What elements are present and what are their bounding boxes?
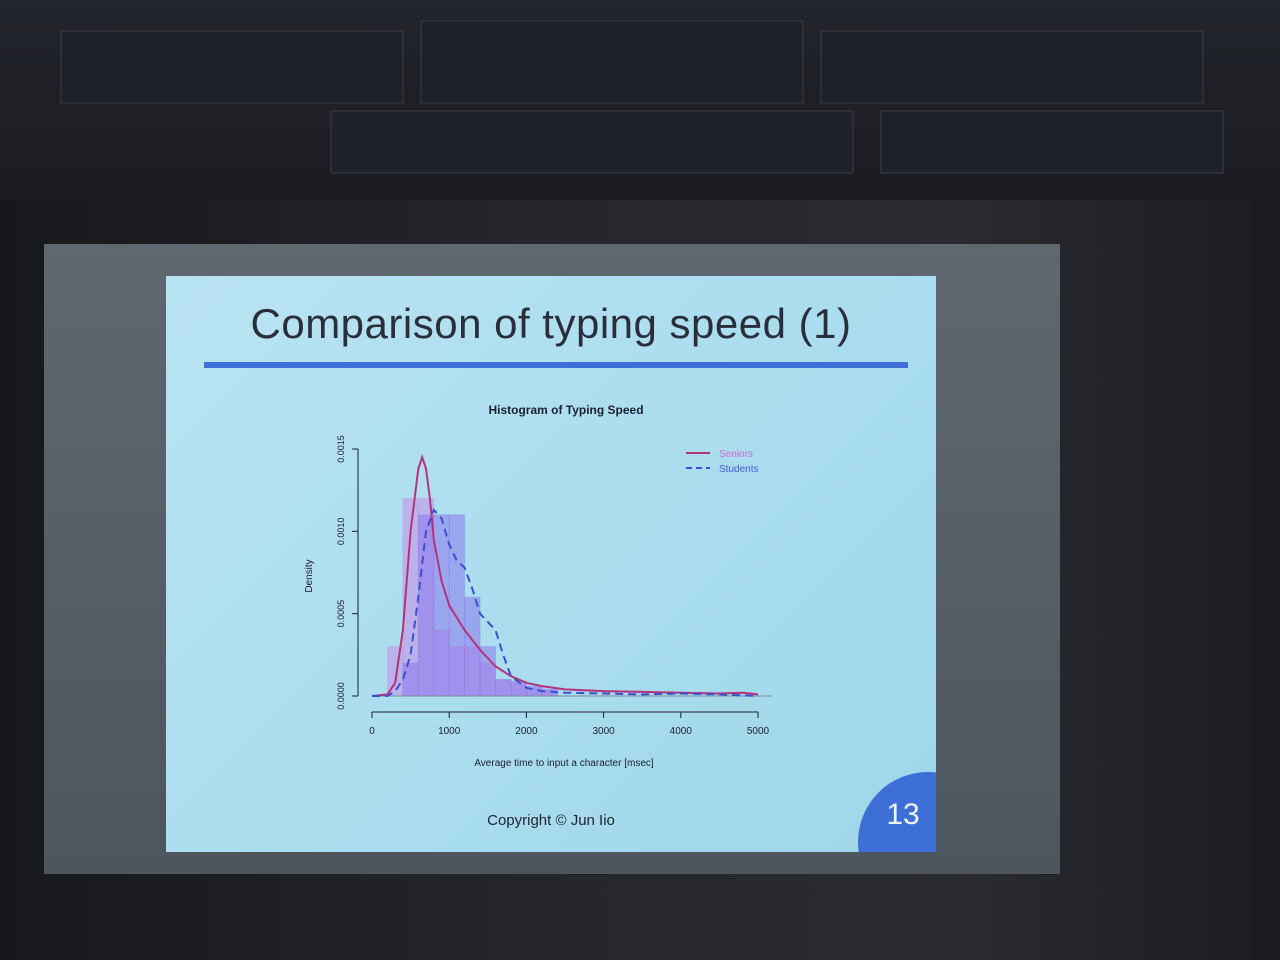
- x-tick-label: 1000: [438, 726, 461, 737]
- legend-label-students: Students: [719, 464, 758, 475]
- density-curve-seniors: [371, 454, 759, 697]
- x-tick-label: 0: [369, 726, 375, 737]
- histogram-bar-seniors: [386, 646, 404, 697]
- x-tick-label: 5000: [747, 726, 770, 737]
- x-axis-label: Average time to input a character [msec]: [474, 758, 654, 769]
- copyright-text: Copyright © Jun Iio: [487, 812, 615, 829]
- y-tick-label: 0.0015: [336, 435, 346, 463]
- slide-title: Comparison of typing speed (1): [250, 300, 852, 347]
- y-tick-label: 0.0005: [336, 600, 346, 628]
- presentation-slide: Comparison of typing speed (1) Histogram…: [166, 276, 936, 852]
- density-curve-students: [372, 508, 759, 697]
- y-tick-label: 0.0000: [336, 682, 346, 710]
- histogram-bar-students: [402, 662, 419, 697]
- legend-label-seniors: Seniors: [719, 449, 753, 460]
- x-tick-label: 3000: [592, 726, 615, 737]
- title-underline: [204, 362, 908, 368]
- ceiling-tile: [820, 30, 1204, 104]
- ceiling-tile: [330, 110, 854, 174]
- histogram-bar-students: [448, 514, 466, 697]
- histogram-chart: Histogram of Typing Speed 0 1000 2000 3000 4…: [304, 403, 772, 769]
- ceiling-tile: [420, 20, 804, 104]
- x-tick-label: 2000: [515, 726, 538, 737]
- histogram-bar-students: [417, 514, 435, 697]
- ceiling: [0, 0, 1280, 200]
- plot-area: 0 1000 2000 3000 4000 5000 0.0000 0.0005 0.0010 0…: [336, 435, 772, 737]
- ceiling-tile: [880, 110, 1224, 174]
- y-tick-label: 0.0010: [336, 518, 346, 546]
- histogram-bar-students: [495, 679, 512, 697]
- legend: Seniors Students: [686, 449, 758, 475]
- page-number: 13: [886, 798, 920, 831]
- histogram-bar-students: [510, 680, 527, 697]
- y-axis-label: Density: [304, 559, 315, 592]
- ceiling-tile: [60, 30, 404, 104]
- x-tick-label: 4000: [670, 726, 693, 737]
- histogram-bar-students: [479, 646, 497, 697]
- histogram-bar-students: [433, 514, 450, 697]
- chart-title: Histogram of Typing Speed: [488, 403, 643, 417]
